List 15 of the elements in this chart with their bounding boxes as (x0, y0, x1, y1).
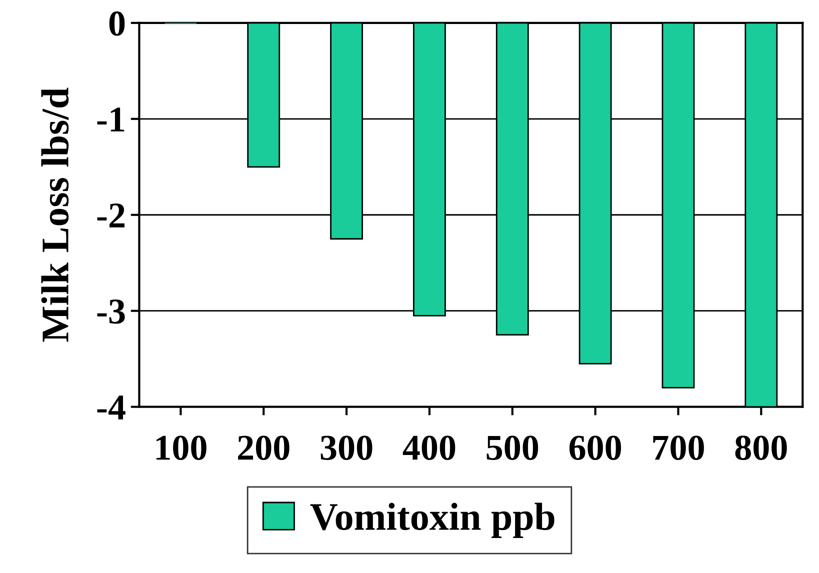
y-axis-title: Milk Loss lbs/d (41, 88, 69, 342)
x-tick-label: 200 (238, 436, 290, 460)
x-tick-label: 600 (569, 436, 622, 460)
x-tick-label: 800 (735, 436, 787, 460)
x-tick-label: 700 (653, 436, 704, 460)
x-tick-label: 300 (320, 436, 372, 460)
y-tick-label: -4 (97, 396, 126, 420)
y-tick-label: 0 (109, 11, 125, 36)
legend-label: Vomitoxin ppb (310, 502, 554, 538)
x-tick-label: 500 (486, 436, 538, 460)
y-tick-label: -1 (97, 108, 124, 132)
y-tick-label: -2 (97, 203, 124, 228)
x-tick-label: 100 (156, 436, 206, 460)
x-tick-label: 400 (402, 436, 456, 460)
y-tick-label: -3 (97, 299, 125, 324)
